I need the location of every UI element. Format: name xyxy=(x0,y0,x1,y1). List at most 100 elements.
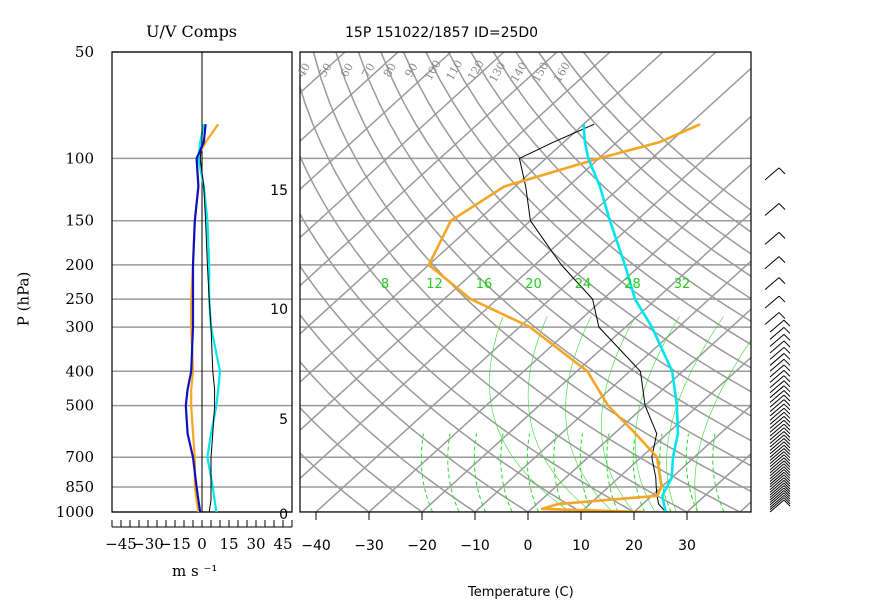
wind-barb xyxy=(769,499,785,513)
isotherm-line xyxy=(580,356,751,512)
wind-barb-flag xyxy=(783,454,791,462)
y-tick-label: 200 xyxy=(65,256,94,274)
wind-barb xyxy=(764,231,780,245)
uv-y-axis-label: P (hPa) xyxy=(14,271,33,327)
wind-barb-flag xyxy=(783,358,791,366)
theta-label: 40 xyxy=(295,61,313,80)
theta-label: 130 xyxy=(487,60,509,85)
dry-adiabat xyxy=(300,154,689,512)
uv-series-line xyxy=(197,123,222,513)
isotherm-line xyxy=(300,52,664,384)
wind-barb-flag xyxy=(783,485,791,492)
wind-barb xyxy=(769,471,785,485)
wind-barb-flag xyxy=(783,477,791,485)
mixing-ratio-line xyxy=(447,433,460,512)
wind-barb-flag xyxy=(783,319,791,327)
wind-barb-flag xyxy=(783,438,791,445)
wind-barb xyxy=(769,497,785,511)
wind-barb-flag xyxy=(783,469,791,476)
wind-barb-flag xyxy=(783,427,791,435)
wind-barb xyxy=(764,312,780,325)
wind-barb xyxy=(769,451,785,465)
wind-barb-flag xyxy=(783,353,791,360)
wind-barb xyxy=(769,444,785,458)
isotherm-line xyxy=(300,52,505,239)
mixing-ratio-line xyxy=(553,433,566,512)
skewt-plot-area xyxy=(300,52,887,512)
x-tick-label: 0 xyxy=(524,538,533,554)
isotherm-line xyxy=(793,52,887,512)
wind-barb-flag xyxy=(783,460,791,468)
wind-barb xyxy=(769,370,785,383)
mixing-ratio-line xyxy=(632,433,646,512)
wind-barb-flag xyxy=(783,457,791,465)
isotherm-line xyxy=(527,308,751,512)
mixing-ratio-line xyxy=(606,433,619,512)
mixing-ratio-line xyxy=(526,433,540,512)
wind-barb xyxy=(769,434,785,448)
wind-barb xyxy=(769,346,785,360)
wind-barb xyxy=(769,427,785,441)
wind-barb-flag xyxy=(783,390,791,397)
wind-barb-flag xyxy=(778,277,786,284)
x-tick-label: 20 xyxy=(625,538,643,554)
uv-frame xyxy=(111,51,293,513)
wind-barb-flag xyxy=(783,466,791,474)
wind-barb-flag xyxy=(783,407,791,415)
wind-barb-flag xyxy=(783,494,791,502)
mixing-ratio-label: 32 xyxy=(674,277,691,292)
isotherm-line xyxy=(300,67,751,480)
wind-barb-flag xyxy=(783,434,791,442)
wind-barb xyxy=(764,277,780,291)
mixing-ratio-label: 28 xyxy=(624,277,641,292)
moist-adiabat xyxy=(527,316,592,512)
wind-barb xyxy=(769,485,785,498)
y-tick-label: 1000 xyxy=(56,503,94,521)
isotherm-line xyxy=(633,404,751,512)
mixing-ratio-line xyxy=(579,433,593,512)
dry-adiabat xyxy=(492,52,751,300)
dry-adiabat xyxy=(300,360,477,512)
wind-barb xyxy=(769,319,785,333)
wind-barb-flag xyxy=(783,471,791,479)
skewt-frame xyxy=(299,51,752,513)
moist-adiabat xyxy=(489,316,571,512)
wind-barb xyxy=(769,358,785,372)
wind-barb-flag xyxy=(783,411,791,419)
x-tick-label: −45 xyxy=(105,535,137,553)
wind-barb xyxy=(769,494,785,508)
isotherm-line xyxy=(300,52,611,335)
y-tick-label: 150 xyxy=(65,212,94,230)
wind-barb xyxy=(769,477,785,491)
uv-panel-title: U/V Comps xyxy=(146,22,238,41)
y-tick-label: 500 xyxy=(65,397,94,415)
profile-line xyxy=(427,123,701,512)
dry-adiabat xyxy=(300,406,424,512)
isotherm-line xyxy=(300,52,399,143)
isotherm-line xyxy=(315,115,751,512)
x-tick-label: −20 xyxy=(407,538,437,554)
uv-panel: 501001502002503004005007008501000−45−30−… xyxy=(56,43,293,553)
wind-barb-flag xyxy=(783,403,791,411)
uv-series-line xyxy=(184,124,207,513)
isotherm-line xyxy=(421,211,751,512)
wind-barb-flag xyxy=(783,399,791,406)
dry-adiabat xyxy=(300,313,530,512)
y-tick-label: 100 xyxy=(65,149,94,167)
wind-barb-flag xyxy=(778,312,786,319)
isotherm-line xyxy=(474,260,751,512)
mixing-ratio-line xyxy=(685,433,699,512)
isotherm-line xyxy=(300,52,717,432)
mixing-ratio-line xyxy=(500,433,513,512)
dry-adiabat xyxy=(357,52,751,442)
theta-label: 150 xyxy=(530,60,552,85)
wind-barb xyxy=(769,490,785,503)
mixing-ratio-line xyxy=(712,433,725,512)
x-tick-label: 45 xyxy=(273,535,292,553)
dry-adiabat xyxy=(402,52,751,393)
wind-barb-flag xyxy=(783,482,791,490)
wind-barb-flag xyxy=(783,448,791,455)
wind-barb xyxy=(769,487,785,501)
theta-label: 60 xyxy=(338,61,356,80)
height-km-label: 15 xyxy=(270,183,288,199)
